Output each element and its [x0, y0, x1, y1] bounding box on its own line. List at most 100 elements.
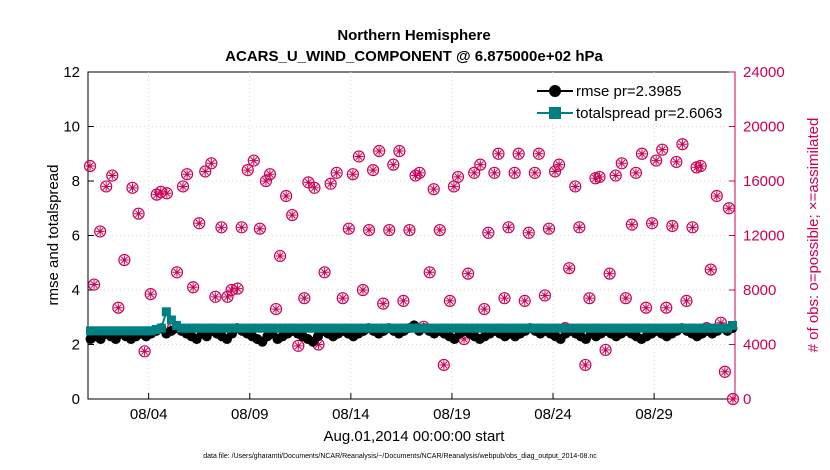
obs-point [427, 183, 440, 196]
obs-possible-marker [176, 180, 190, 193]
totalspread-point [581, 323, 591, 333]
totalspread-point [576, 323, 586, 333]
obs-possible-marker [462, 267, 475, 280]
obs-assimilated-marker [101, 181, 111, 191]
obs-point [373, 144, 386, 158]
totalspread-point [151, 325, 161, 335]
obs-point [488, 166, 501, 179]
obs-possible-marker [83, 159, 97, 173]
obs-point [259, 174, 273, 188]
obs-point [502, 221, 515, 234]
totalspread-point [267, 323, 277, 333]
obs-possible-marker [528, 166, 541, 179]
totalspread-point [131, 326, 141, 336]
obs-point [542, 222, 556, 235]
obs-assimilated-marker [671, 157, 681, 167]
obs-possible-marker [443, 294, 457, 307]
obs-possible-marker [193, 217, 206, 230]
obs-possible-marker [508, 166, 521, 179]
totalspread-point [455, 323, 465, 333]
totalspread-point [207, 323, 217, 333]
obs-assimilated-marker [374, 146, 384, 156]
obs-possible-marker [468, 166, 481, 179]
totalspread-point [374, 323, 384, 333]
totalspread-point [177, 323, 187, 333]
y-axis-left: 0 2 4 6 8 10 12 [63, 64, 94, 408]
totalspread-point [672, 323, 682, 333]
obs-possible-marker [132, 207, 145, 220]
y-left-tick-label: 10 [63, 119, 80, 136]
totalspread-point [399, 323, 409, 333]
obs-possible-marker [542, 222, 556, 235]
obs-assimilated-marker [152, 190, 162, 200]
totalspread-point [161, 307, 171, 317]
obs-assimilated-marker [692, 162, 702, 172]
obs-assimilated-marker [617, 158, 627, 168]
obs-possible-marker [579, 358, 592, 372]
obs-assimilated-marker [641, 303, 651, 313]
totalspread-point [389, 323, 399, 333]
obs-possible-marker [413, 166, 426, 179]
obs-possible-marker [676, 138, 689, 151]
y-axis-right-label: # of obs: o=possible; ×=assimilated [805, 118, 822, 353]
obs-possible-marker [573, 221, 586, 234]
obs-possible-marker [342, 222, 355, 235]
obs-possible-marker [397, 294, 410, 307]
totalspread-point [667, 323, 677, 333]
obs-possible-marker [356, 283, 370, 297]
obs-point [569, 180, 582, 193]
totalspread-point [212, 323, 222, 333]
obs-assimilated-marker [233, 284, 243, 294]
obs-point [603, 267, 616, 280]
obs-possible-marker [150, 188, 163, 201]
obs-assimilated-marker [706, 265, 716, 275]
obs-assimilated-marker [194, 218, 204, 228]
obs-possible-marker [118, 253, 131, 267]
obs-assimilated-marker [415, 168, 425, 178]
obs-point [704, 263, 717, 276]
obs-point [492, 147, 505, 160]
obs-possible-marker [704, 263, 717, 276]
legend-rmse-label: rmse pr=2.3985 [576, 83, 681, 100]
totalspread-point [439, 323, 449, 333]
y-left-tick-label: 8 [72, 173, 80, 190]
obs-point [726, 392, 740, 406]
obs-point [462, 267, 475, 280]
obs-possible-marker [106, 169, 119, 182]
obs-assimilated-marker [134, 209, 144, 219]
obs-point [498, 292, 511, 305]
obs-possible-marker [180, 168, 194, 181]
obs-assimilated-marker [210, 292, 220, 302]
obs-point [292, 339, 305, 352]
obs-possible-marker [160, 187, 173, 200]
totalspread-point [338, 323, 348, 333]
obs-assimilated-marker [384, 225, 394, 235]
obs-possible-marker [522, 226, 535, 239]
obs-assimilated-marker [667, 221, 677, 231]
totalspread-point [540, 323, 550, 333]
obs-assimilated-marker [580, 360, 590, 370]
obs-point [625, 218, 638, 231]
obs-assimilated-marker [293, 341, 303, 351]
obs-assimilated-marker [388, 160, 398, 170]
obs-assimilated-marker [287, 210, 297, 220]
totalspread-point [601, 323, 611, 333]
obs-assimilated-marker [332, 168, 342, 178]
totalspread-point [495, 323, 505, 333]
obs-assimilated-marker [156, 187, 166, 197]
obs-point [235, 221, 248, 234]
obs-point [518, 294, 531, 307]
totalspread-point [727, 320, 737, 330]
obs-possible-marker [666, 219, 679, 233]
totalspread-point [121, 326, 131, 336]
obs-point [639, 301, 653, 314]
obs-possible-marker [273, 249, 287, 263]
obs-point [710, 189, 723, 203]
totalspread-point [126, 326, 136, 336]
obs-possible-marker [502, 221, 515, 234]
totalspread-point [197, 323, 207, 333]
obs-assimilated-marker [113, 303, 123, 313]
obs-assimilated-marker [493, 149, 503, 159]
legend-totalspread-marker [549, 107, 561, 119]
obs-possible-marker [680, 294, 693, 307]
